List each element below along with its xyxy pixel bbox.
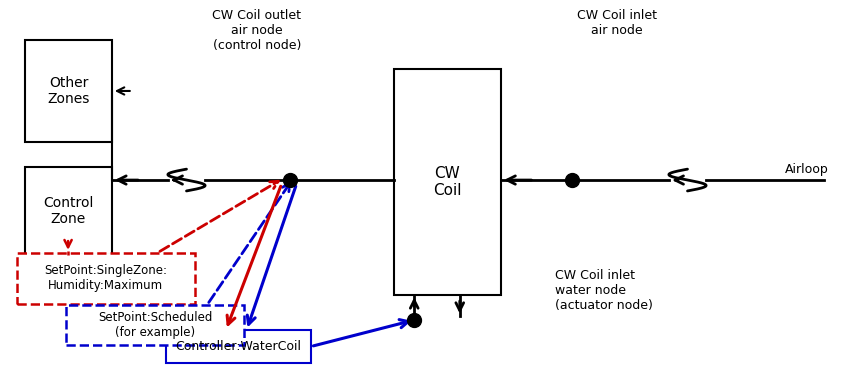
Text: SetPoint:SingleZone:
Humidity:Maximum: SetPoint:SingleZone: Humidity:Maximum: [44, 264, 167, 292]
FancyBboxPatch shape: [67, 305, 244, 345]
Text: CW Coil inlet
air node: CW Coil inlet air node: [576, 9, 657, 37]
Text: Other
Zones: Other Zones: [47, 76, 89, 106]
FancyBboxPatch shape: [25, 40, 111, 142]
FancyBboxPatch shape: [25, 167, 111, 255]
FancyBboxPatch shape: [17, 253, 194, 303]
Text: Control
Zone: Control Zone: [43, 196, 94, 226]
Text: SetPoint:Scheduled
(for example): SetPoint:Scheduled (for example): [98, 311, 213, 339]
Text: CW Coil inlet
water node
(actuator node): CW Coil inlet water node (actuator node): [555, 269, 652, 312]
FancyBboxPatch shape: [393, 69, 500, 295]
Text: CW
Coil: CW Coil: [433, 166, 461, 198]
Text: CW Coil outlet
air node
(control node): CW Coil outlet air node (control node): [212, 9, 301, 52]
Text: Airloop: Airloop: [783, 162, 827, 175]
FancyBboxPatch shape: [165, 330, 311, 363]
Text: Controller:WaterCoil: Controller:WaterCoil: [175, 340, 301, 353]
